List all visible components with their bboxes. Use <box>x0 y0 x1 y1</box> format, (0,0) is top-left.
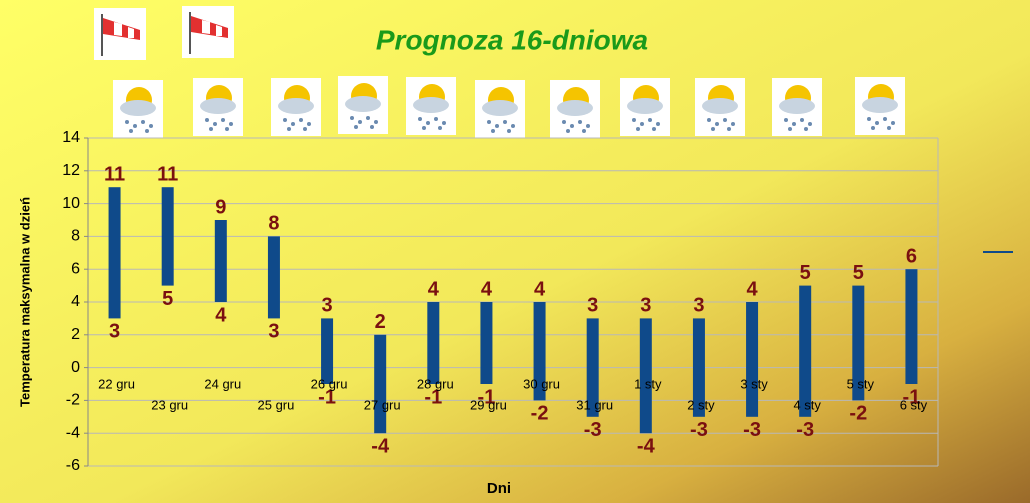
y-tick-label: 8 <box>71 228 80 245</box>
value-label: -1 <box>424 386 442 408</box>
value-label: -1 <box>478 386 496 408</box>
weather-icon <box>338 76 388 134</box>
y-tick-label: -2 <box>66 392 80 409</box>
value-label: 3 <box>587 295 598 317</box>
x-tick-label: 29 gru <box>470 397 507 412</box>
bar <box>746 302 759 417</box>
value-label: -3 <box>584 419 602 441</box>
y-tick-label: 2 <box>71 326 80 343</box>
y-tick-label: -4 <box>66 424 80 441</box>
weather-icon <box>620 78 670 136</box>
x-tick-label: 5 sty <box>847 376 875 391</box>
value-label: 4 <box>747 278 759 300</box>
value-label: 6 <box>906 245 917 267</box>
weather-icon <box>193 78 243 136</box>
wind-icon <box>94 8 146 60</box>
value-label: -2 <box>849 403 867 425</box>
x-tick-label: 27 gru <box>364 397 401 412</box>
y-tick-label: 10 <box>62 195 80 212</box>
value-label: 5 <box>800 262 811 284</box>
y-tick-label: 14 <box>62 129 80 146</box>
value-label: 8 <box>268 213 279 235</box>
bar <box>852 285 865 401</box>
x-axis-label: Dni <box>487 480 511 497</box>
bar <box>374 334 387 434</box>
value-label: 3 <box>268 321 279 343</box>
x-tick-label: 30 gru <box>523 376 560 391</box>
x-tick-label: 1 sty <box>634 376 662 391</box>
x-tick-label: 2 sty <box>687 397 715 412</box>
bar <box>267 236 280 319</box>
weather-icon <box>271 78 321 136</box>
y-tick-label: 4 <box>71 293 80 310</box>
value-label: -4 <box>637 435 656 457</box>
x-tick-label: 23 gru <box>151 397 188 412</box>
value-label: -1 <box>903 386 921 408</box>
bar <box>639 318 652 434</box>
x-tick-label: 6 sty <box>900 397 928 412</box>
weather-icon <box>855 77 905 135</box>
y-tick-label: 12 <box>62 162 80 179</box>
bar <box>161 187 174 286</box>
y-tick-label: -6 <box>66 457 80 474</box>
value-label: 3 <box>693 295 704 317</box>
bar <box>214 220 227 302</box>
value-label: 4 <box>481 278 493 300</box>
value-label: 2 <box>375 311 386 333</box>
x-tick-label: 31 gru <box>576 397 613 412</box>
x-tick-label: 28 gru <box>417 376 454 391</box>
y-tick-label: 0 <box>71 359 80 376</box>
value-label: 5 <box>853 262 864 284</box>
weather-icon <box>113 80 163 138</box>
y-tick-label: 6 <box>71 260 80 277</box>
bar <box>321 318 334 384</box>
value-label: -1 <box>318 386 336 408</box>
bar <box>427 302 440 384</box>
value-label: -3 <box>796 419 814 441</box>
bar <box>905 269 918 384</box>
value-label: 3 <box>109 321 120 343</box>
x-tick-label: 3 sty <box>740 376 768 391</box>
value-label: 3 <box>322 295 333 317</box>
value-label: 11 <box>157 163 178 185</box>
bar <box>108 187 121 319</box>
value-label: -3 <box>743 419 761 441</box>
value-label: 11 <box>104 163 125 185</box>
y-axis-label: Temperatura maksymalna w dzień <box>17 197 32 407</box>
wind-icon <box>182 6 234 58</box>
value-label: 4 <box>534 278 546 300</box>
x-tick-label: 26 gru <box>311 376 348 391</box>
value-label: 3 <box>640 295 651 317</box>
value-label: 4 <box>215 304 227 326</box>
value-label: -3 <box>690 419 708 441</box>
x-tick-label: 24 gru <box>204 376 241 391</box>
x-tick-label: 25 gru <box>258 397 295 412</box>
bar <box>480 302 493 384</box>
bar <box>799 285 812 417</box>
value-label: -2 <box>531 403 549 425</box>
x-tick-label: 4 sty <box>793 397 821 412</box>
weather-icon <box>772 78 822 136</box>
weather-icon <box>695 78 745 136</box>
chart-title: Prognoza 16-dniowa <box>376 24 648 55</box>
weather-icon <box>475 80 525 138</box>
weather-icon <box>550 80 600 138</box>
value-label: 9 <box>215 196 226 218</box>
bar <box>533 302 546 401</box>
bar <box>692 318 705 417</box>
value-label: 4 <box>428 278 440 300</box>
weather-icon <box>406 77 456 135</box>
value-label: 5 <box>162 288 173 310</box>
x-tick-label: 22 gru <box>98 376 135 391</box>
bar <box>586 318 599 417</box>
value-label: -4 <box>371 435 390 457</box>
